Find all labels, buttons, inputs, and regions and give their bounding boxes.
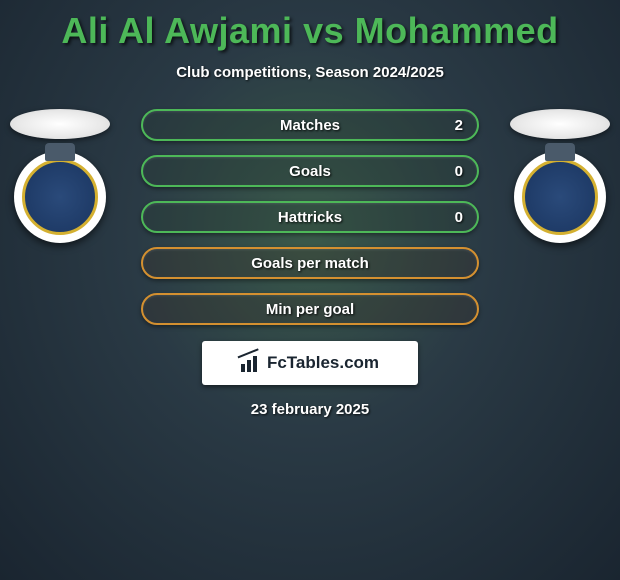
stat-bar-min-per-goal: Min per goal [141,293,479,325]
attribution-logo: FcTables.com [241,352,379,374]
stat-label: Hattricks [278,209,342,226]
stat-label: Matches [280,117,340,134]
player-left-club-badge [14,151,106,243]
chart-icon [241,352,263,374]
player-right-avatar [510,109,610,139]
stats-list: Matches 2 Goals 0 Hattricks 0 Goals per … [141,109,479,325]
player-left-column [10,109,110,243]
player-right-column [510,109,610,243]
attribution-badge: FcTables.com [202,341,418,385]
stat-bar-goals: Goals 0 [141,155,479,187]
stat-value-right: 0 [455,163,463,180]
stat-label: Goals per match [251,255,369,272]
stat-bar-matches: Matches 2 [141,109,479,141]
stat-value-right: 0 [455,209,463,226]
player-right-club-badge [514,151,606,243]
page-title: Ali Al Awjami vs Mohammed [0,0,620,52]
snapshot-date: 23 february 2025 [0,401,620,418]
stat-value-right: 2 [455,117,463,134]
stat-label: Min per goal [266,301,354,318]
player-left-avatar [10,109,110,139]
comparison-row: Matches 2 Goals 0 Hattricks 0 Goals per … [0,109,620,325]
season-subtitle: Club competitions, Season 2024/2025 [0,64,620,81]
stat-label: Goals [289,163,331,180]
stat-bar-hattricks: Hattricks 0 [141,201,479,233]
attribution-text: FcTables.com [267,353,379,373]
stat-bar-goals-per-match: Goals per match [141,247,479,279]
